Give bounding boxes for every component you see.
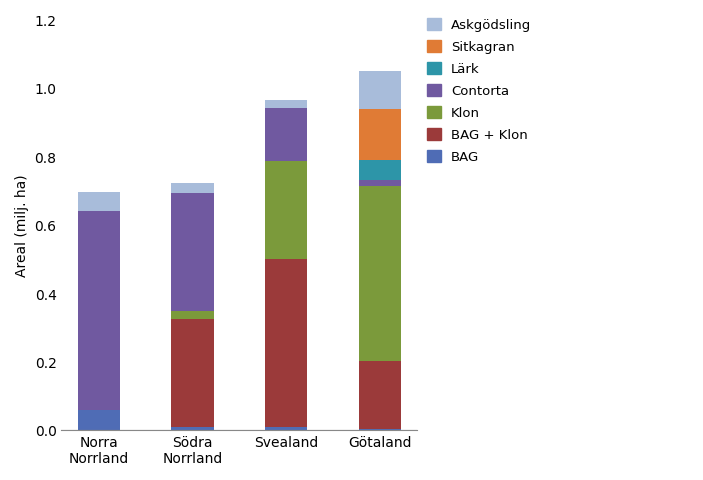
Bar bbox=[172, 427, 214, 430]
Bar bbox=[172, 320, 214, 427]
Bar bbox=[359, 187, 401, 361]
Bar bbox=[359, 160, 401, 180]
Bar bbox=[359, 429, 401, 430]
Legend: Askgödsling, Sitkagran, Lärk, Contorta, Klon, BAG + Klon, BAG: Askgödsling, Sitkagran, Lärk, Contorta, … bbox=[427, 19, 531, 164]
Bar bbox=[265, 109, 307, 162]
Bar bbox=[359, 180, 401, 187]
Bar bbox=[77, 193, 120, 212]
Bar bbox=[77, 410, 120, 430]
Bar bbox=[359, 361, 401, 429]
Bar bbox=[265, 427, 307, 430]
Bar bbox=[172, 193, 214, 311]
Bar bbox=[359, 110, 401, 160]
Bar bbox=[265, 259, 307, 427]
Bar bbox=[172, 311, 214, 320]
Y-axis label: Areal (milj. ha): Areal (milj. ha) bbox=[15, 174, 29, 276]
Bar bbox=[265, 162, 307, 259]
Bar bbox=[172, 183, 214, 193]
Bar bbox=[77, 212, 120, 410]
Bar bbox=[359, 72, 401, 110]
Bar bbox=[265, 101, 307, 109]
